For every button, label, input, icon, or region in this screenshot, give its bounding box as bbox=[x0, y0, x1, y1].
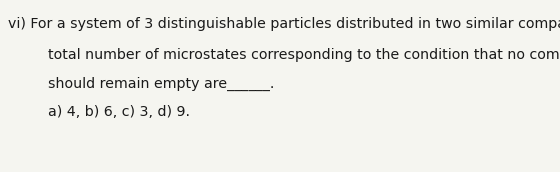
Text: total number of microstates corresponding to the condition that no compartment: total number of microstates correspondin… bbox=[48, 48, 560, 62]
Text: should remain empty are______.: should remain empty are______. bbox=[48, 77, 274, 91]
Text: vi) For a system of 3 distinguishable particles distributed in two similar compa: vi) For a system of 3 distinguishable pa… bbox=[8, 17, 560, 31]
Text: a) 4, b) 6, c) 3, d) 9.: a) 4, b) 6, c) 3, d) 9. bbox=[48, 105, 190, 119]
